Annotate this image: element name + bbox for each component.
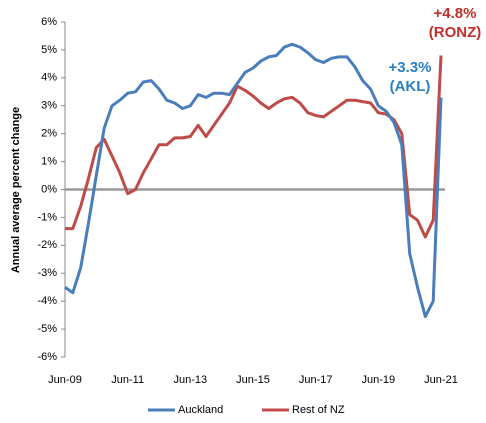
legend-label: Rest of NZ — [292, 404, 345, 416]
y-tick-label: -3% — [37, 267, 57, 279]
y-tick-label: 4% — [41, 72, 57, 84]
y-tick-label: 5% — [41, 44, 57, 56]
y-tick-label: 0% — [41, 183, 57, 195]
x-tick-label: Jun-21 — [424, 374, 458, 386]
y-tick-label: 1% — [41, 155, 57, 167]
x-tick-label: Jun-13 — [174, 374, 208, 386]
x-tick-label: Jun-15 — [236, 374, 270, 386]
annotation: +3.3% — [389, 59, 432, 76]
y-axis-label: Annual average percent change — [10, 107, 22, 273]
y-tick-label: -1% — [37, 211, 57, 223]
y-tick-label: 6% — [41, 16, 57, 28]
y-tick-label: -4% — [37, 295, 57, 307]
y-tick-label: -2% — [37, 239, 57, 251]
series-line — [64, 42, 443, 318]
series-line — [65, 55, 443, 239]
x-tick-label: Jun-09 — [48, 374, 82, 386]
annotation: (RONZ) — [429, 24, 482, 41]
y-tick-label: 3% — [41, 100, 57, 112]
x-tick-label: Jun-11 — [111, 374, 144, 386]
annotation: +4.8% — [434, 5, 477, 22]
y-tick-label: -6% — [37, 351, 57, 363]
y-tick-label: 2% — [41, 128, 57, 140]
annotation: (AKL) — [390, 78, 431, 95]
x-tick-label: Jun-17 — [299, 374, 333, 386]
legend-label: Auckland — [178, 404, 223, 416]
y-tick-label: -5% — [37, 323, 57, 335]
x-tick-label: Jun-19 — [362, 374, 396, 386]
